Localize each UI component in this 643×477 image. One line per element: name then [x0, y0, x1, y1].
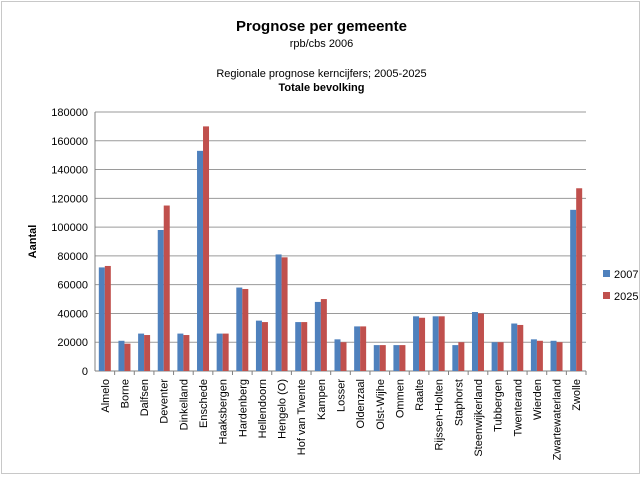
y-tick-label: 20000 — [57, 337, 88, 349]
x-tick-label: Almelo — [100, 379, 112, 413]
legend-swatch — [603, 292, 610, 299]
x-tick-label: Losser — [336, 379, 348, 412]
bar-2025 — [163, 205, 170, 371]
bar-2025 — [517, 324, 524, 371]
bar-2025 — [536, 340, 543, 371]
bar-2007 — [295, 322, 302, 371]
legend-swatch — [603, 270, 610, 277]
x-tick-label: Oldenzaal — [355, 379, 367, 429]
bar-2025 — [301, 322, 308, 371]
bar-2025 — [242, 288, 249, 371]
x-tick-label: Borne — [119, 379, 131, 408]
bar-2025 — [281, 257, 288, 371]
x-tick-label: Hengelo (O) — [277, 379, 289, 439]
bar-2007 — [491, 342, 498, 371]
bar-2025 — [458, 342, 465, 371]
bar-2007 — [197, 150, 204, 371]
bar-2007 — [471, 312, 478, 371]
bar-2025 — [203, 126, 210, 371]
bar-2007 — [393, 345, 400, 371]
bar-2007 — [275, 254, 282, 371]
bar-2025 — [104, 265, 111, 371]
bar-2007 — [98, 267, 105, 371]
bar-2025 — [576, 188, 583, 371]
y-axis-label: Aantal — [27, 225, 39, 259]
bar-2025 — [419, 317, 426, 371]
x-tick-label: Olst-Wijhe — [375, 379, 387, 430]
bar-2025 — [556, 342, 563, 371]
x-tick-label: Zwolle — [571, 379, 583, 411]
y-tick-label: 80000 — [57, 251, 88, 263]
bar-2007 — [314, 301, 321, 371]
x-tick-label: Hof van Twente — [296, 379, 308, 455]
bar-2025 — [222, 333, 229, 371]
x-tick-label: Enschede — [198, 379, 210, 428]
x-tick-label: Raalte — [414, 379, 426, 411]
bar-2007 — [570, 209, 577, 371]
bar-2007 — [373, 345, 380, 371]
bar-2007 — [118, 340, 125, 371]
bar-2025 — [183, 335, 190, 371]
bar-2025 — [144, 335, 151, 371]
bar-2025 — [340, 342, 347, 371]
x-tick-label: Deventer — [159, 379, 171, 424]
bar-2025 — [261, 322, 268, 371]
bar-2007 — [452, 345, 459, 371]
bar-2025 — [360, 326, 367, 371]
y-tick-label: 40000 — [57, 308, 88, 320]
x-tick-label: Kampen — [316, 379, 328, 420]
bar-2007 — [177, 333, 184, 371]
bar-2025 — [477, 313, 484, 371]
x-tick-label: Dinkelland — [178, 379, 190, 430]
bar-2025 — [497, 342, 504, 371]
x-tick-label: Hellendoorn — [257, 379, 269, 438]
bar-2007 — [216, 333, 223, 371]
bar-2007 — [255, 320, 262, 371]
bar-2007 — [236, 287, 243, 371]
bar-2007 — [157, 229, 164, 371]
chart-title: Prognose per gemeente — [236, 18, 407, 35]
y-tick-label: 140000 — [51, 165, 88, 177]
x-tick-label: Wierden — [532, 379, 544, 420]
legend-label: 2025 — [614, 291, 638, 303]
x-tick-label: Rijssen-Holten — [434, 379, 446, 451]
bar-2007 — [354, 326, 361, 371]
legend-label: 2007 — [614, 269, 638, 281]
chart-title-secondary: Regionale prognose kerncijfers; 2005-202… — [216, 68, 427, 80]
chart-subtitle: rpb/cbs 2006 — [289, 38, 354, 50]
bar-2025 — [124, 343, 131, 371]
bar-2025 — [438, 316, 445, 371]
x-tick-label: Haaksbergen — [218, 379, 230, 444]
y-tick-label: 160000 — [51, 136, 88, 148]
bar-2007 — [334, 339, 341, 371]
bar-2007 — [413, 316, 420, 371]
x-tick-label: Zwartewaterland — [552, 379, 564, 460]
y-tick-label: 60000 — [57, 280, 88, 292]
bar-2007 — [138, 333, 145, 371]
chart-title-tertiary: Totale bevolking — [278, 82, 365, 94]
bar-2025 — [320, 299, 327, 371]
y-tick-label: 180000 — [51, 107, 88, 119]
x-tick-label: Ommen — [394, 379, 406, 418]
x-tick-label: Staphorst — [453, 379, 465, 426]
bar-2007 — [511, 323, 518, 371]
y-tick-label: 100000 — [51, 222, 88, 234]
x-tick-label: Tubbergen — [493, 379, 505, 432]
x-tick-label: Dalfsen — [139, 379, 151, 416]
x-tick-label: Hardenberg — [237, 379, 249, 437]
bar-2025 — [379, 345, 386, 371]
bar-2025 — [399, 345, 406, 371]
x-tick-label: Twenterand — [512, 379, 524, 436]
bar-2007 — [550, 340, 557, 371]
bar-2007 — [432, 316, 439, 371]
y-tick-label: 120000 — [51, 193, 88, 205]
y-tick-label: 0 — [82, 366, 88, 378]
x-tick-label: Steenwijkerland — [473, 379, 485, 457]
bar-2007 — [530, 339, 537, 371]
